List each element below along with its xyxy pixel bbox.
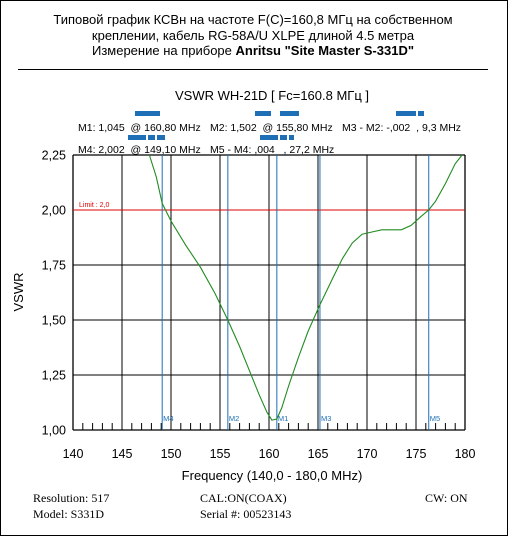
chart-title: VSWR WH-21D [ Fc=160.8 МГц ] xyxy=(175,88,369,103)
marker-bar xyxy=(157,135,165,140)
x-tick-label: 175 xyxy=(406,447,427,461)
plot-grid xyxy=(72,154,466,431)
readout-m3-m2: M3 - M2: -,002 , 9,3 MHz xyxy=(342,122,461,134)
instrument-name: Anritsu "Site Master S-331D" xyxy=(235,43,415,58)
x-tick-label: 160 xyxy=(259,447,280,461)
readout-m5-m4: M5 - M4: ,004 , 27,2 MHz xyxy=(210,144,334,156)
x-tick-label: 180 xyxy=(455,447,476,461)
marker-bar xyxy=(280,135,287,140)
tick-marks xyxy=(82,423,456,430)
limit-label: Limit : 2,0 xyxy=(79,202,109,209)
readout-m1: M1: 1,045 @ 160,80 MHz xyxy=(78,122,201,134)
marker-bars xyxy=(128,111,424,140)
report-header: Типовой график КСВн на частоте F(C)=160,… xyxy=(0,12,506,59)
marker-lines: M4 M2 M1 M3 M5 xyxy=(161,155,440,430)
footer-cal: CAL:ON(COAX) xyxy=(200,491,287,505)
y-tick-label: 1,25 xyxy=(42,369,66,383)
y-tick-label: 1,75 xyxy=(42,259,66,273)
marker-readouts: M1: 1,045 @ 160,80 MHz M2: 1,502 @ 155,8… xyxy=(78,122,461,156)
header-line-1: Типовой график КСВн на частоте F(C)=160,… xyxy=(53,12,453,27)
marker-label: M1 xyxy=(278,414,288,423)
header-line-3: Измерение на приборе Anritsu "Site Maste… xyxy=(0,43,506,59)
limit-line-group: Limit : 2,0 xyxy=(73,202,465,211)
marker-bar xyxy=(289,135,294,140)
x-tick-label: 155 xyxy=(210,447,231,461)
x-axis-label: Frequency (140,0 - 180,0 MHz) xyxy=(182,468,363,483)
marker-bar xyxy=(148,135,155,140)
x-tick-label: 150 xyxy=(161,447,182,461)
footer-resolution: Resolution: 517 xyxy=(33,491,110,505)
footer-cw: CW: ON xyxy=(425,491,468,505)
marker-label: M3 xyxy=(321,414,331,423)
marker-label: M2 xyxy=(229,414,239,423)
marker-bar xyxy=(280,111,299,116)
readout-m2: M2: 1,502 @ 155,80 MHz xyxy=(210,122,333,134)
y-tick-label: 1,00 xyxy=(42,424,66,438)
x-tick-label: 145 xyxy=(112,447,133,461)
header-rule xyxy=(18,69,488,70)
vswr-series-line xyxy=(148,154,463,421)
readout-m4: M4: 2,002 @ 149,10 MHz xyxy=(78,144,201,156)
header-line-3-prefix: Измерение на приборе xyxy=(91,43,236,58)
marker-label: M4 xyxy=(163,414,173,423)
marker-bar xyxy=(135,111,160,116)
x-tick-label: 165 xyxy=(308,447,329,461)
marker-bar xyxy=(260,135,278,140)
footer-model: Model: S331D xyxy=(33,507,105,521)
marker-bar xyxy=(418,111,424,116)
marker-bar xyxy=(396,111,416,116)
series-group xyxy=(148,154,463,421)
footer-serial: Serial #: 00523143 xyxy=(200,507,292,521)
x-tick-label: 140 xyxy=(63,447,84,461)
marker-bar xyxy=(255,111,271,116)
header-line-2: креплении, кабель RG-58A/U XLPE длиной 4… xyxy=(91,27,415,43)
y-tick-label: 2,00 xyxy=(42,204,66,218)
y-axis-label: VSWR xyxy=(11,273,26,312)
marker-label: M5 xyxy=(430,414,440,423)
marker-bar xyxy=(128,135,146,140)
y-tick-label: 1,50 xyxy=(42,314,66,328)
x-tick-labels: 140 145 150 155 160 165 170 175 180 xyxy=(63,447,476,461)
y-tick-labels: 1,00 1,25 1,50 1,75 2,00 2,25 xyxy=(42,149,66,438)
x-tick-label: 170 xyxy=(357,447,378,461)
y-tick-label: 2,25 xyxy=(42,149,66,163)
